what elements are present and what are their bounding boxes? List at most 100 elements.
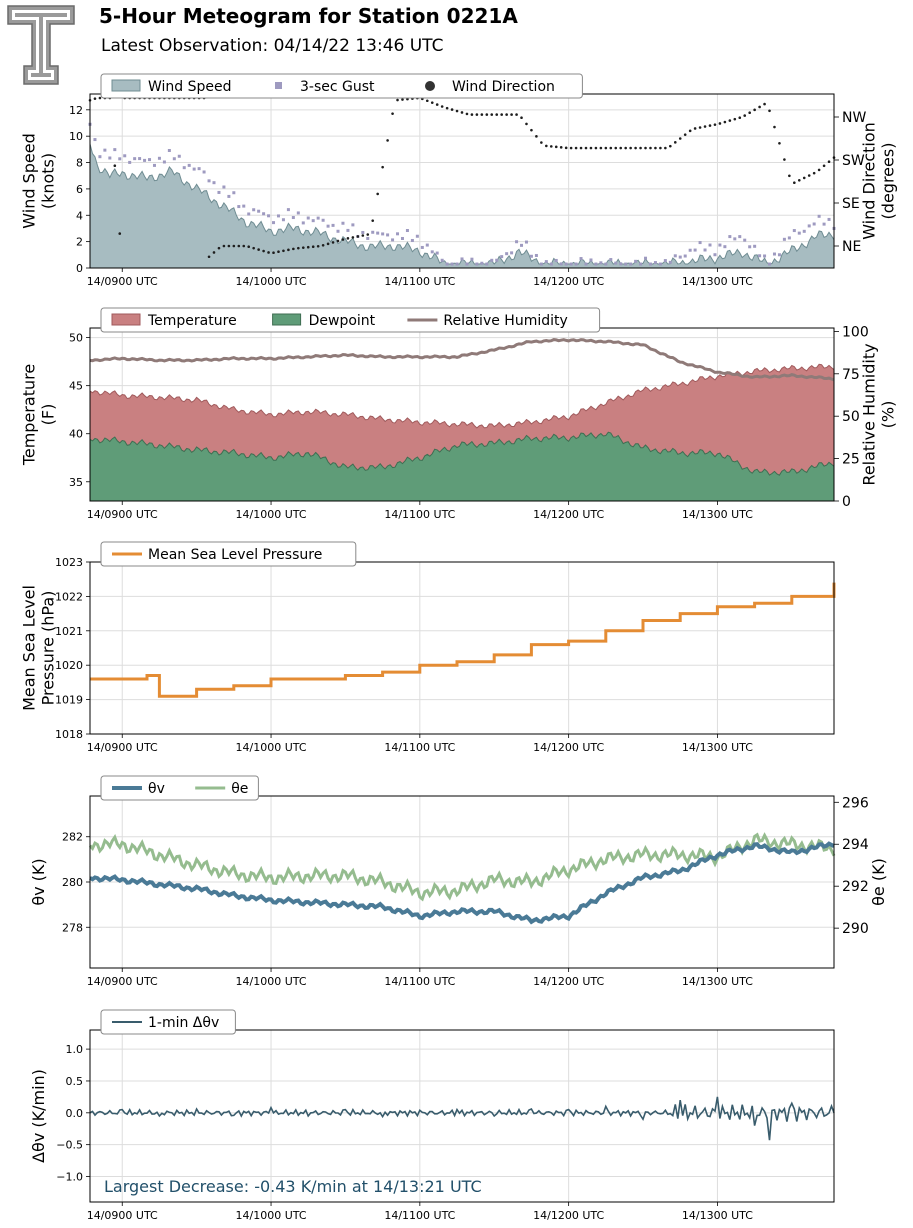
direction-point — [703, 125, 707, 128]
x-tick-label: 14/1100 UTC — [384, 275, 455, 288]
gust-point — [648, 262, 652, 266]
legend: θv θe — [100, 775, 259, 801]
x-tick-label: 14/1000 UTC — [236, 1209, 307, 1222]
direction-point — [788, 174, 791, 178]
gust-point — [817, 214, 821, 218]
gust-point — [569, 262, 573, 266]
direction-point — [93, 97, 97, 100]
wind-speed-area — [90, 143, 834, 268]
direction-point — [748, 111, 751, 114]
gust-point — [118, 157, 122, 161]
gust-point — [678, 255, 682, 259]
gust-point — [262, 212, 266, 216]
gust-point — [693, 248, 697, 252]
direction-point — [425, 99, 429, 103]
direction-point — [778, 141, 781, 145]
plot-frame — [89, 561, 835, 735]
direction-point — [515, 113, 518, 116]
dewpoint-area — [90, 432, 834, 501]
gust-point — [361, 230, 365, 234]
dewpoint-line — [89, 431, 835, 476]
direction-point — [480, 113, 484, 116]
direction-point — [500, 113, 503, 116]
direction-point — [569, 146, 573, 150]
gust-point — [614, 261, 618, 265]
gust-point — [539, 262, 543, 266]
y-tick-label: 1020 — [55, 659, 83, 672]
direction-point — [559, 146, 563, 149]
direction-point — [247, 245, 251, 249]
direction-point — [738, 116, 742, 120]
y2-tick-label: SW — [842, 153, 865, 169]
gust-point — [515, 240, 519, 244]
legend-box — [100, 775, 259, 801]
legend-label: Relative Humidity — [443, 313, 567, 329]
y-tick-label: −0.5 — [56, 1139, 83, 1152]
direction-point — [827, 160, 831, 164]
gust-point — [272, 221, 276, 225]
gust-point — [584, 262, 588, 266]
gust-point — [425, 243, 429, 247]
x-tick-label: 14/1000 UTC — [236, 975, 307, 988]
x-tick-label: 14/1300 UTC — [682, 275, 753, 288]
gust-point — [822, 222, 826, 226]
gust-point — [708, 243, 712, 247]
direction-point — [118, 232, 122, 235]
legend-label: θv — [148, 781, 165, 797]
gust-point — [673, 254, 677, 258]
y-tick-label: 45 — [69, 380, 83, 393]
gust-point — [371, 230, 375, 234]
direction-point — [728, 119, 732, 122]
gust-point — [554, 258, 558, 262]
direction-point — [371, 219, 375, 222]
gust-point — [177, 154, 181, 158]
direction-point — [207, 255, 211, 259]
gust-point — [306, 216, 310, 220]
gust-point — [733, 237, 737, 241]
gust-point — [639, 262, 643, 266]
direction-point — [673, 141, 677, 144]
gust-point — [579, 257, 583, 261]
legend-swatch — [111, 313, 141, 326]
gust-point — [787, 236, 791, 240]
gust-point — [366, 236, 370, 240]
gust-point — [400, 236, 404, 240]
gust-point — [490, 258, 494, 262]
gust-point — [748, 245, 752, 249]
direction-point — [361, 234, 365, 237]
y-axis-label: θv (K) — [29, 858, 48, 905]
gust-point — [113, 148, 117, 152]
direction-point — [212, 251, 216, 254]
gust-point — [589, 258, 593, 262]
direction-point — [554, 145, 558, 149]
gust-point — [688, 248, 692, 252]
y2-tick-label: 296 — [842, 795, 869, 811]
legend-swatch — [111, 79, 141, 92]
gust-point — [331, 223, 335, 227]
gust-point — [505, 252, 509, 256]
gust-point — [807, 224, 811, 228]
direction-point — [381, 165, 384, 169]
gust-point — [336, 229, 340, 233]
y-tick-label: 0.0 — [66, 1107, 84, 1120]
y-tick-label: 282 — [62, 831, 83, 844]
direction-point — [495, 113, 499, 116]
gust-point — [529, 254, 533, 258]
direction-point — [277, 250, 280, 254]
direction-point — [525, 122, 528, 126]
gust-point — [237, 205, 241, 209]
legend-box — [100, 307, 601, 333]
gust-point — [386, 233, 390, 237]
direction-point — [316, 244, 320, 248]
direction-point — [644, 146, 647, 150]
gust-point — [634, 259, 638, 263]
direction-point — [698, 126, 702, 129]
gust-point — [743, 238, 747, 242]
gust-point — [202, 170, 206, 174]
gust-point — [698, 241, 702, 245]
direction-point — [763, 102, 766, 106]
y-tick-label: 4 — [76, 209, 83, 222]
direction-point — [574, 146, 578, 150]
x-tick-label: 14/1000 UTC — [236, 275, 307, 288]
direction-point — [783, 158, 786, 161]
